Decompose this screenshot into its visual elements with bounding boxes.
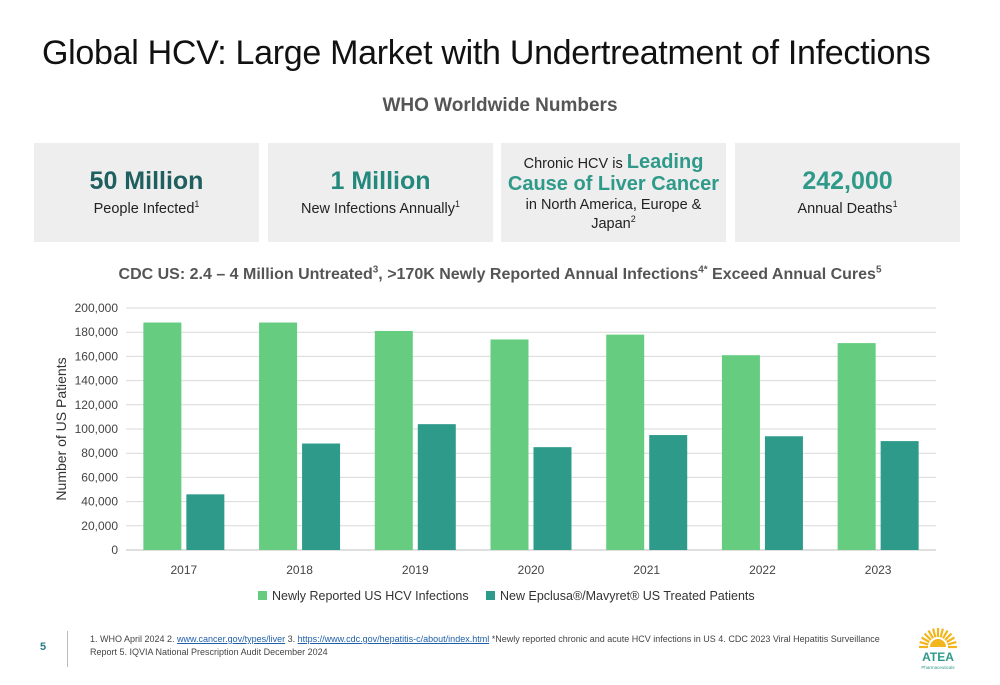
page-number: 5	[40, 641, 47, 653]
bar-treated-2022	[764, 436, 803, 550]
y-tick-label: 40,000	[81, 495, 118, 509]
footnote-link-cancer-gov[interactable]: www.cancer.gov/types/liver	[177, 634, 286, 644]
x-tick-label: 2019	[402, 563, 429, 577]
sun-ray	[939, 628, 944, 638]
footer-divider	[67, 631, 68, 667]
y-tick-label: 0	[111, 543, 118, 557]
x-tick-label: 2023	[865, 563, 892, 577]
bar-treated-2017	[186, 494, 225, 550]
y-tick-label: 160,000	[75, 349, 119, 363]
y-tick-label: 120,000	[75, 398, 119, 412]
bar-chart: 0 20,000 40,000 60,000 80,000 100,000 120,000 1…	[53, 301, 936, 603]
x-tick-label: 2020	[518, 563, 545, 577]
bar-treated-2019	[417, 424, 456, 550]
bar-treated-2021	[649, 435, 688, 550]
sun-core	[930, 639, 946, 647]
bar-infections-2017	[143, 322, 182, 550]
legend-label: New Epclusa®/Mavyret® US Treated Patient…	[500, 589, 755, 603]
bar-treated-2018	[302, 443, 341, 550]
stat-label-new-infections: New Infections Annually1	[301, 198, 460, 217]
logo-subtext: Pharmaceuticals	[921, 665, 955, 670]
atea-logo: ATEA Pharmaceuticals	[919, 628, 957, 670]
legend-label: Newly Reported US HCV Infections	[272, 589, 469, 603]
bar-infections-2021	[606, 334, 645, 550]
bar-infections-2018	[259, 322, 298, 550]
y-axis-label: Number of US Patients	[53, 357, 69, 500]
sun-ray	[923, 632, 932, 641]
x-tick-label: 2022	[749, 563, 776, 577]
legend-swatch	[486, 591, 495, 600]
logo-text: ATEA	[922, 650, 954, 664]
stat-cancer-highlight: Cause of Liver Cancer	[507, 173, 720, 196]
sun-ray	[919, 641, 929, 646]
x-tick-label: 2021	[633, 563, 660, 577]
sun-ray	[932, 628, 937, 638]
bar-infections-2022	[721, 355, 760, 550]
sun-ray	[927, 629, 934, 639]
stat-box-new-infections: 1 Million New Infections Annually1	[268, 143, 493, 242]
stat-label-deaths: Annual Deaths1	[797, 198, 898, 217]
stat-box-deaths: 242,000 Annual Deaths1	[735, 143, 960, 242]
y-tick-label: 80,000	[81, 446, 118, 460]
bar-treated-2023	[880, 441, 919, 550]
stat-cancer-line1: Chronic HCV is Leading	[523, 151, 704, 174]
y-tick-label: 140,000	[75, 374, 119, 388]
bar-treated-2020	[533, 447, 572, 550]
sun-ray	[947, 641, 957, 646]
stat-value-infected: 50 Million	[89, 167, 204, 196]
sun-ray	[946, 636, 956, 643]
footnotes: 1. WHO April 2024 2. www.cancer.gov/type…	[90, 634, 880, 658]
stat-value-deaths: 242,000	[802, 167, 893, 196]
sun-ray	[942, 629, 949, 639]
sun-icon	[919, 628, 957, 649]
slide-title: Global HCV: Large Market with Undertreat…	[42, 34, 931, 72]
stat-cancer-japan: Japan2	[591, 214, 636, 232]
bar-infections-2019	[374, 330, 413, 550]
sun-ray	[920, 636, 930, 643]
stat-label-infected: People Infected1	[93, 198, 200, 217]
bar-infections-2020	[490, 339, 529, 550]
bar-infections-2023	[837, 343, 876, 550]
y-tick-label: 180,000	[75, 325, 119, 339]
stat-cancer-regions: in North America, Europe &	[525, 197, 702, 214]
y-tick-label: 60,000	[81, 470, 118, 484]
x-tick-label: 2017	[171, 563, 198, 577]
y-tick-label: 100,000	[75, 422, 119, 436]
stat-box-liver-cancer: Chronic HCV is Leading Cause of Liver Ca…	[501, 143, 726, 242]
section-title: WHO Worldwide Numbers	[382, 95, 618, 116]
stat-value-new-infections: 1 Million	[330, 167, 431, 196]
y-tick-label: 200,000	[75, 301, 119, 315]
legend-swatch	[258, 591, 267, 600]
x-tick-label: 2018	[286, 563, 313, 577]
stat-box-infected: 50 Million People Infected1	[34, 143, 259, 242]
y-tick-label: 20,000	[81, 519, 118, 533]
chart-title: CDC US: 2.4 – 4 Million Untreated3, >170…	[118, 264, 882, 283]
footnote-link-cdc[interactable]: https://www.cdc.gov/hepatitis-c/about/in…	[297, 634, 490, 644]
sun-ray	[944, 632, 953, 641]
